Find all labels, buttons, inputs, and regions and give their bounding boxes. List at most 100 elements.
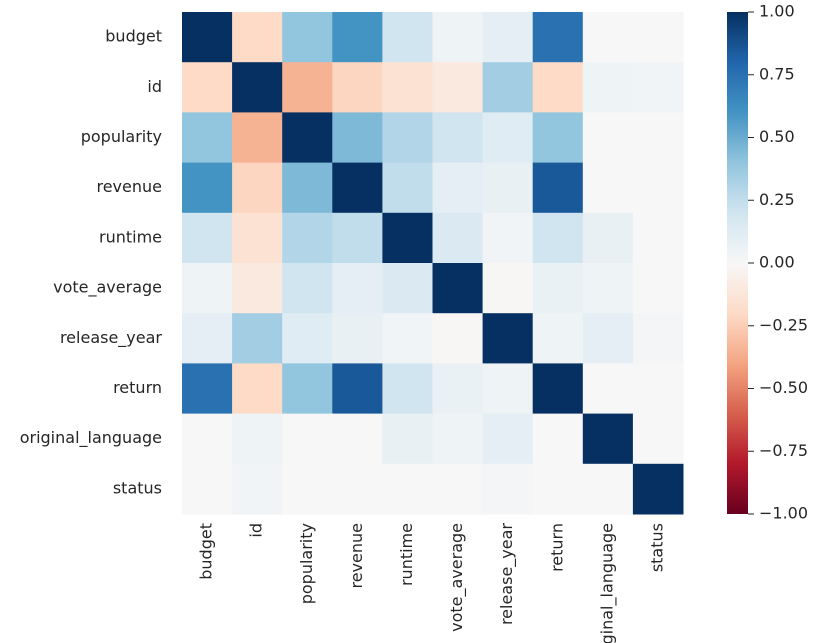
x-tick-label: release_year bbox=[497, 523, 517, 625]
heatmap-cell bbox=[632, 263, 684, 314]
y-tick-label: popularity bbox=[81, 127, 162, 146]
heatmap-cell bbox=[182, 112, 233, 164]
heatmap-cell bbox=[632, 162, 684, 214]
heatmap-cell bbox=[482, 162, 534, 214]
heatmap-cell bbox=[482, 313, 534, 364]
heatmap-cell bbox=[332, 112, 383, 164]
x-tick-label: budget bbox=[197, 523, 216, 580]
heatmap-cell bbox=[582, 12, 634, 63]
heatmap-cell bbox=[282, 463, 333, 515]
heatmap-cell bbox=[482, 62, 534, 113]
heatmap-cell bbox=[332, 162, 383, 214]
heatmap-cell bbox=[182, 62, 233, 113]
x-tick-label: revenue bbox=[347, 523, 366, 589]
heatmap-cell bbox=[382, 413, 433, 465]
heatmap-cell bbox=[232, 263, 283, 314]
heatmap-cell bbox=[332, 212, 383, 264]
heatmap-cell bbox=[232, 212, 283, 264]
y-tick-label: status bbox=[113, 478, 162, 497]
heatmap-cell bbox=[432, 212, 484, 264]
y-tick-label: id bbox=[147, 77, 162, 96]
heatmap-cell bbox=[582, 62, 634, 113]
heatmap-cell bbox=[632, 313, 684, 364]
heatmap-cell bbox=[532, 463, 584, 515]
heatmap-cell bbox=[232, 413, 283, 465]
heatmap-cell bbox=[282, 212, 333, 264]
heatmap-cell bbox=[182, 363, 233, 415]
colorbar bbox=[727, 12, 748, 514]
heatmap-cell bbox=[332, 263, 383, 314]
heatmap-cell bbox=[532, 162, 584, 214]
colorbar-tick-label: 0.25 bbox=[759, 190, 795, 209]
heatmap-cell bbox=[332, 413, 383, 465]
heatmap-cell bbox=[382, 162, 433, 214]
heatmap-cell bbox=[532, 212, 584, 264]
heatmap-cell bbox=[632, 463, 684, 515]
x-tick-label: popularity bbox=[297, 523, 316, 604]
heatmap-cell bbox=[382, 112, 433, 164]
heatmap-cell bbox=[532, 413, 584, 465]
heatmap-cell bbox=[532, 313, 584, 364]
heatmap-cell bbox=[382, 12, 433, 63]
heatmap-cell bbox=[232, 363, 283, 415]
x-tick-label: id bbox=[247, 523, 266, 538]
heatmap-cell bbox=[382, 363, 433, 415]
heatmap-cell bbox=[182, 263, 233, 314]
heatmap-cell bbox=[332, 12, 383, 63]
heatmap-cell bbox=[532, 12, 584, 63]
heatmap-cell bbox=[632, 12, 684, 63]
heatmap-cell bbox=[632, 413, 684, 465]
y-tick-label: revenue bbox=[96, 177, 162, 196]
heatmap-cell bbox=[582, 313, 634, 364]
y-tick-label: release_year bbox=[60, 328, 162, 348]
heatmap-cell bbox=[432, 162, 484, 214]
heatmap-cell bbox=[282, 62, 333, 113]
y-tick-label: runtime bbox=[99, 227, 162, 246]
heatmap-cell bbox=[482, 212, 534, 264]
heatmap-cell bbox=[582, 212, 634, 264]
x-tick-label: vote_average bbox=[447, 523, 467, 632]
colorbar-tick-label: 0.50 bbox=[759, 127, 795, 146]
heatmap-cell bbox=[432, 112, 484, 164]
heatmap-cell bbox=[582, 263, 634, 314]
heatmap-cell bbox=[332, 463, 383, 515]
heatmap-cell bbox=[232, 313, 283, 364]
heatmap-cell bbox=[282, 263, 333, 314]
x-tick-label: status bbox=[647, 523, 666, 572]
heatmap-cell bbox=[182, 12, 233, 63]
heatmap-cell bbox=[382, 313, 433, 364]
heatmap-cell bbox=[232, 162, 283, 214]
heatmap-cell bbox=[232, 463, 283, 515]
heatmap-cell bbox=[282, 313, 333, 364]
heatmap-cell bbox=[432, 363, 484, 415]
heatmap-cell bbox=[382, 62, 433, 113]
heatmap-cell bbox=[282, 162, 333, 214]
heatmap-cell bbox=[532, 62, 584, 113]
heatmap-cell bbox=[482, 413, 534, 465]
heatmap-cell bbox=[582, 363, 634, 415]
heatmap-cell bbox=[482, 463, 534, 515]
heatmap-cell bbox=[532, 112, 584, 164]
heatmap-cell bbox=[582, 162, 634, 214]
heatmap-cell bbox=[182, 463, 233, 515]
heatmap-cell bbox=[582, 112, 634, 164]
heatmap-cell bbox=[232, 112, 283, 164]
heatmap-cell bbox=[582, 463, 634, 515]
y-tick-label: vote_average bbox=[53, 278, 162, 298]
heatmap-cell bbox=[432, 263, 484, 314]
heatmap-cell bbox=[282, 12, 333, 63]
heatmap-cell bbox=[182, 212, 233, 264]
y-tick-label: return bbox=[113, 378, 162, 397]
heatmap-cell bbox=[382, 463, 433, 515]
heatmap-cell bbox=[282, 112, 333, 164]
colorbar-tick-label: −1.00 bbox=[759, 504, 808, 523]
heatmap-cell bbox=[632, 112, 684, 164]
heatmap-cell bbox=[382, 212, 433, 264]
heatmap-cell bbox=[332, 62, 383, 113]
heatmap-cell bbox=[182, 313, 233, 364]
colorbar-tick-label: −0.75 bbox=[759, 441, 808, 460]
heatmap-cell bbox=[432, 463, 484, 515]
y-tick-label: original_language bbox=[20, 428, 162, 448]
heatmap-cell bbox=[232, 62, 283, 113]
